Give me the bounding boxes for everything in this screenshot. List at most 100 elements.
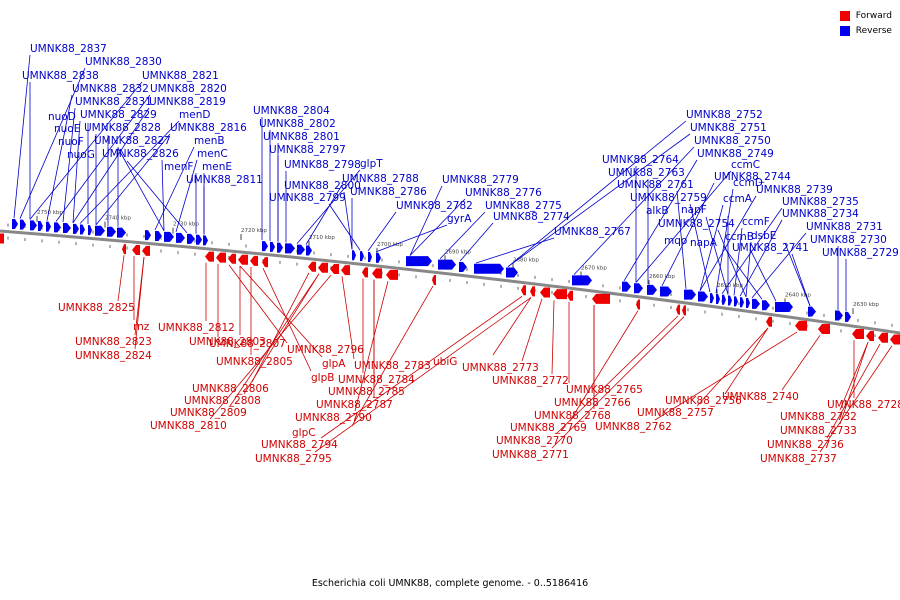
reverse-gene-arrow — [684, 289, 696, 300]
reverse-gene-label: menB — [194, 135, 225, 147]
reverse-gene-label: menE — [202, 161, 232, 173]
forward-gene-label: UMNK88_2733 — [780, 425, 857, 437]
reverse-leader-line — [699, 204, 724, 291]
forward-gene-label: UMNK88_2796 — [287, 344, 364, 356]
reverse-gene-arrow — [647, 284, 657, 295]
reverse-gene-label: UMNK88_2800 — [284, 180, 361, 192]
reverse-gene-label: UMNK88_2776 — [465, 187, 542, 199]
forward-leader-line — [696, 327, 769, 407]
reverse-gene-label: UMNK88_2729 — [822, 247, 899, 259]
reverse-gene-arrow — [775, 302, 793, 313]
forward-gene-label: UMNK88_2790 — [295, 412, 372, 424]
forward-gene-label: UMNK88_2809 — [170, 407, 247, 419]
scale-tick-label: 2700 kbp — [377, 242, 403, 248]
forward-gene-arrow — [372, 268, 382, 279]
reverse-gene-arrow — [187, 233, 195, 244]
forward-leader-line — [354, 281, 389, 412]
forward-leader-line — [351, 285, 434, 427]
reverse-gene-label: UMNK88_2759 — [630, 192, 707, 204]
reverse-gene-arrow — [155, 231, 162, 242]
reverse-gene-label: napF — [681, 204, 707, 216]
reverse-gene-arrow — [506, 267, 518, 278]
forward-gene-arrow — [567, 290, 573, 301]
scale-tick-label: 2680 kbp — [513, 257, 539, 263]
reverse-gene-label: UMNK88_2734 — [782, 208, 859, 220]
forward-gene-arrow — [330, 263, 339, 274]
reverse-swatch — [839, 25, 850, 36]
forward-gene-label: UMNK88_2756 — [665, 395, 742, 407]
forward-gene-label: UMNK88_2824 — [75, 350, 152, 362]
forward-gene-label: UMNK88_2794 — [261, 439, 338, 451]
reverse-gene-arrow — [716, 293, 720, 304]
reverse-gene-arrow — [698, 291, 708, 302]
reverse-gene-label: glpT — [360, 158, 383, 170]
reverse-gene-label: UMNK88_2797 — [269, 144, 346, 156]
reverse-leader-line — [154, 146, 195, 231]
reverse-gene-label: UMNK88_2788 — [342, 173, 419, 185]
forward-gene-arrow — [676, 304, 680, 315]
reverse-gene-arrow — [270, 241, 275, 252]
forward-gene-arrow — [0, 233, 4, 244]
reverse-leader-line — [749, 248, 777, 302]
forward-gene-label: UMNK88_2812 — [158, 322, 235, 334]
forward-gene-arrow — [553, 289, 567, 300]
forward-gene-arrow — [318, 262, 328, 273]
reverse-gene-label: napA — [690, 237, 718, 249]
reverse-gene-label: UMNK88_2751 — [690, 122, 767, 134]
reverse-leader-line — [305, 184, 343, 245]
reverse-gene-label: nuoF — [58, 136, 84, 148]
reverse-gene-label: UMNK88_2786 — [350, 186, 427, 198]
forward-gene-arrow — [636, 299, 640, 310]
forward-gene-arrow — [238, 254, 248, 265]
reverse-leader-line — [161, 159, 165, 231]
reverse-gene-arrow — [164, 231, 174, 242]
reverse-gene-label: UMNK88_2782 — [396, 200, 473, 212]
forward-leader-line — [555, 315, 679, 435]
reverse-leader-line — [409, 185, 443, 256]
reverse-leader-line — [507, 120, 687, 268]
forward-leader-line — [209, 274, 332, 420]
forward-gene-label: UMNK88_2728 — [827, 399, 900, 411]
reverse-gene-label: mqo — [664, 235, 687, 247]
reverse-gene-arrow — [73, 223, 79, 234]
reverse-gene-arrow — [38, 221, 43, 232]
reverse-gene-label: UMNK88_2832 — [72, 83, 149, 95]
forward-leader-line — [239, 265, 323, 358]
reverse-gene-arrow — [752, 298, 760, 309]
reverse-leader-line — [751, 232, 807, 299]
forward-leader-line — [569, 310, 639, 422]
forward-leader-line — [251, 272, 310, 383]
reverse-gene-arrow — [762, 300, 770, 311]
reverse-gene-arrow — [12, 218, 18, 229]
forward-leader-line — [229, 273, 320, 407]
reverse-leader-line — [573, 146, 695, 275]
reverse-gene-label: UMNK88_2826 — [102, 148, 179, 160]
reverse-gene-arrow — [746, 298, 750, 309]
reverse-gene-label: UMNK88_2750 — [694, 135, 771, 147]
reverse-gene-label: nuoD — [48, 111, 76, 123]
reverse-gene-arrow — [710, 293, 714, 304]
reverse-gene-arrow — [474, 263, 504, 274]
reverse-gene-arrow — [459, 262, 467, 273]
reverse-leader-line — [55, 94, 151, 222]
forward-gene-arrow — [142, 245, 150, 256]
reverse-gene-label: ccmA — [723, 193, 753, 205]
reverse-gene-label: UMNK88_2838 — [22, 70, 99, 82]
scale-tick-label: 2650 kbp — [717, 283, 743, 289]
reverse-gene-label: UMNK88_2798 — [284, 159, 361, 171]
forward-gene-arrow — [205, 251, 214, 262]
reverse-gene-label: UMNK88_2741 — [732, 242, 809, 254]
reverse-gene-arrow — [406, 256, 432, 267]
reverse-gene-label: UMNK88_2811 — [186, 174, 263, 186]
forward-gene-label: UMNK88_2795 — [255, 453, 332, 465]
forward-leader-line — [134, 256, 145, 350]
forward-leader-line — [826, 343, 881, 439]
forward-gene-label: UMNK88_2784 — [338, 374, 415, 386]
reverse-gene-arrow — [277, 242, 283, 253]
reverse-leader-line — [62, 107, 76, 223]
reverse-leader-line — [409, 198, 466, 256]
forward-leader-line — [839, 342, 869, 411]
forward-gene-label: UMNK88_2736 — [767, 439, 844, 451]
forward-gene-arrow — [818, 324, 830, 335]
forward-gene-label: UMNK88_2825 — [58, 302, 135, 314]
